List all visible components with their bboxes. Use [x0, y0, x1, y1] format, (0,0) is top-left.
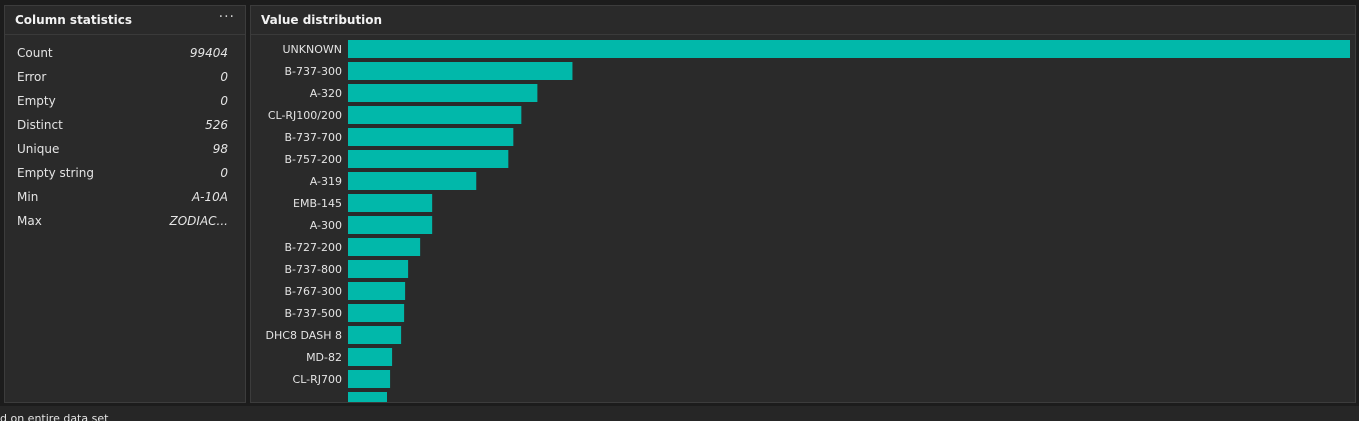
stat-value: A-10A [191, 190, 228, 204]
stat-value: 98 [212, 142, 228, 156]
category-label: A-320 [310, 87, 342, 100]
stat-row-unique: Unique 98 [5, 137, 245, 161]
distribution-bar[interactable] [348, 150, 509, 168]
stat-label: Error [17, 70, 47, 84]
status-bar: d on entire data set [0, 406, 1359, 421]
stat-label: Empty string [17, 166, 94, 180]
stat-label: Max [17, 214, 42, 228]
stat-row-error: Error 0 [5, 65, 245, 89]
category-label: A-300 [310, 219, 342, 232]
distribution-bar[interactable] [348, 348, 393, 366]
stat-value: 0 [220, 166, 228, 180]
distribution-bar[interactable] [348, 260, 409, 278]
category-label: B-757-200 [285, 153, 342, 166]
category-label: EMB-145 [293, 197, 342, 210]
profiling-scope-text: d on entire data set [0, 412, 109, 421]
stat-row-count: Count 99404 [5, 41, 245, 65]
category-label: B-737-500 [285, 307, 342, 320]
stat-label: Empty [17, 94, 56, 108]
stat-value: 526 [205, 118, 228, 132]
distribution-bar[interactable] [348, 282, 406, 300]
distribution-bar[interactable] [348, 304, 405, 322]
stat-row-distinct: Distinct 526 [5, 113, 245, 137]
distribution-bar[interactable] [348, 216, 433, 234]
distribution-bar[interactable] [348, 172, 477, 190]
stat-label: Distinct [17, 118, 63, 132]
more-horizontal-icon[interactable]: ··· [218, 9, 235, 25]
distribution-bar[interactable] [348, 128, 514, 146]
distribution-bar[interactable] [348, 238, 421, 256]
category-label: UNKNOWN [283, 43, 343, 56]
distribution-bar[interactable] [348, 370, 391, 388]
distribution-bar-partial[interactable] [348, 392, 387, 402]
value-distribution-title: Value distribution [261, 13, 383, 27]
stat-label: Min [17, 190, 39, 204]
stat-value: 99404 [189, 46, 228, 60]
stat-value: 0 [220, 70, 228, 84]
category-label: B-727-200 [285, 241, 342, 254]
column-statistics-panel: Column statistics ··· Count 99404 Error 0 Em… [4, 5, 246, 403]
category-label: CL-RJ100/200 [268, 109, 342, 122]
category-label: B-737-800 [285, 263, 342, 276]
stat-value: ZODIAC... [169, 214, 228, 228]
stat-row-empty: Empty 0 [5, 89, 245, 113]
stat-row-empty-string: Empty string 0 [5, 161, 245, 185]
distribution-bar[interactable] [348, 40, 1350, 58]
value-distribution-header: Value distribution [251, 6, 1355, 35]
stat-label: Count [17, 46, 53, 60]
category-label: B-767-300 [285, 285, 342, 298]
distribution-bar[interactable] [348, 106, 522, 124]
category-label: B-737-700 [285, 131, 342, 144]
distribution-bar[interactable] [348, 84, 538, 102]
column-statistics-title: Column statistics [15, 13, 133, 27]
statistics-list: Count 99404 Error 0 Empty 0 Distinct 526 Unique 9… [5, 35, 245, 233]
category-label: MD-82 [306, 351, 342, 364]
value-distribution-svg: UNKNOWN B-737-300 A-320 CL-RJ100/200 B-737-7… [266, 40, 1350, 402]
stat-label: Unique [17, 142, 60, 156]
category-label: A-319 [310, 175, 342, 188]
category-label: DHC8 DASH 8 [266, 329, 342, 342]
distribution-bar[interactable] [348, 194, 433, 212]
stat-row-min: Min A-10A [5, 185, 245, 209]
value-distribution-panel: Value distribution UNKNOWN B-737-300 A-320… [250, 5, 1356, 403]
column-statistics-header: Column statistics ··· [5, 6, 245, 35]
distribution-bar[interactable] [348, 62, 573, 80]
value-distribution-chart: UNKNOWN B-737-300 A-320 CL-RJ100/200 B-737-7… [251, 36, 1355, 402]
category-label: CL-RJ700 [293, 373, 342, 386]
stat-row-max: Max ZODIAC... [5, 209, 245, 233]
distribution-bar[interactable] [348, 326, 402, 344]
category-label: B-737-300 [285, 65, 342, 78]
stat-value: 0 [220, 94, 228, 108]
